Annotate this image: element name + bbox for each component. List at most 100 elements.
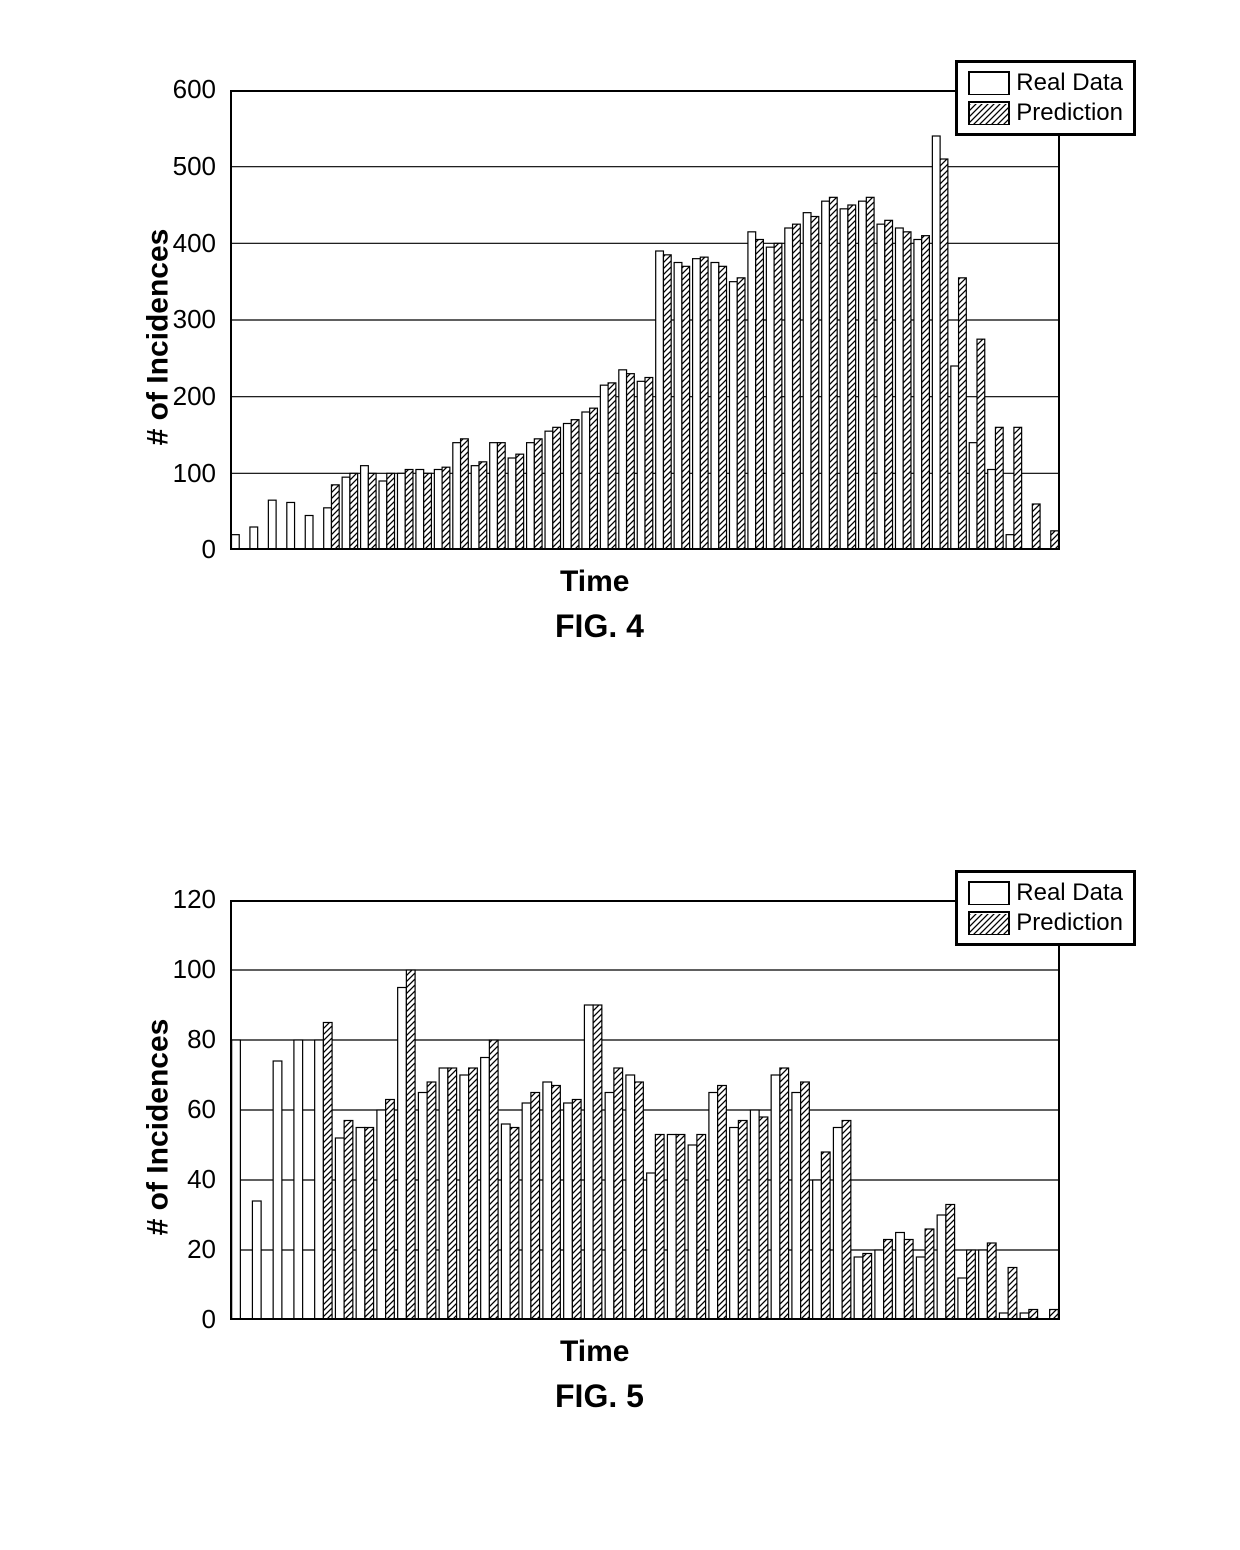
fig5-container: # of Incidences Time FIG. 5 Real Data (0, 870, 1240, 1470)
bar-prediction (1032, 504, 1040, 550)
bar-prediction (350, 473, 358, 550)
bar-real (637, 381, 645, 550)
bar-prediction (448, 1068, 457, 1320)
bar-real (398, 988, 407, 1321)
bar-real (522, 1103, 531, 1320)
bar-real (771, 1075, 780, 1320)
ytick-label: 100 (146, 954, 216, 985)
bar-real (674, 263, 682, 551)
bar-real (342, 477, 350, 550)
bar-real (490, 443, 498, 550)
bar-prediction (718, 1086, 727, 1321)
bar-real (656, 251, 664, 550)
bar-prediction (510, 1128, 519, 1321)
bar-prediction (719, 266, 727, 550)
legend-label: Real Data (1016, 69, 1123, 97)
bar-real (937, 1215, 946, 1320)
legend-label: Prediction (1016, 99, 1123, 127)
bar-prediction (848, 205, 856, 550)
legend-item: Real Data (968, 879, 1123, 907)
bar-real (877, 224, 885, 550)
bar-real (896, 1233, 905, 1321)
fig4-container: # of Incidences Time FIG. 4 Real Data (0, 60, 1240, 700)
bar-prediction (682, 266, 690, 550)
chart-svg (230, 90, 1060, 550)
bar-prediction (863, 1254, 872, 1321)
bar-real (252, 1201, 261, 1320)
bar-real (250, 527, 258, 550)
bar-real (501, 1124, 510, 1320)
bar-prediction (645, 378, 653, 551)
bar-prediction (552, 1086, 561, 1321)
bar-real (958, 1278, 967, 1320)
legend-item: Prediction (968, 909, 1123, 937)
bar-prediction (697, 1135, 706, 1321)
fig4-x-axis-label: Time (560, 565, 629, 599)
ytick-label: 40 (146, 1164, 216, 1195)
bar-real (600, 385, 608, 550)
bar-prediction (461, 439, 469, 550)
bar-real (508, 458, 516, 550)
bar-prediction (323, 1023, 332, 1321)
bar-real (1006, 535, 1014, 550)
ytick-label: 400 (146, 228, 216, 259)
bar-prediction (405, 470, 413, 551)
legend-swatch (968, 101, 1010, 125)
bar-real (729, 282, 737, 550)
bar-prediction (572, 1100, 581, 1321)
bar-real (231, 535, 239, 550)
bar-real (356, 1128, 365, 1321)
bar-prediction (386, 1100, 395, 1321)
bar-real (439, 1068, 448, 1320)
bar-prediction (967, 1250, 976, 1320)
bar-prediction (534, 439, 542, 550)
bar-real (785, 228, 793, 550)
bar-real (543, 1082, 552, 1320)
ytick-label: 20 (146, 1234, 216, 1265)
bar-prediction (885, 220, 893, 550)
bar-prediction (977, 339, 985, 550)
bar-prediction (987, 1243, 996, 1320)
bar-real (813, 1180, 822, 1320)
bar-prediction (811, 217, 819, 551)
bar-prediction (780, 1068, 789, 1320)
bar-real (273, 1061, 282, 1320)
bar-real (730, 1128, 739, 1321)
bar-real (854, 1257, 863, 1320)
bar-real (833, 1128, 842, 1321)
bar-real (294, 1040, 303, 1320)
bar-real (564, 1103, 573, 1320)
bar-prediction (387, 473, 395, 550)
bar-real (916, 1257, 925, 1320)
bar-prediction (442, 467, 450, 550)
bar-prediction (553, 427, 561, 550)
bar-prediction (489, 1040, 498, 1320)
bar-prediction (365, 1128, 374, 1321)
bar-real (481, 1058, 490, 1321)
fig5-x-axis-label: Time (560, 1335, 629, 1369)
bar-prediction (903, 232, 911, 550)
bar-prediction (922, 236, 930, 550)
legend-item: Real Data (968, 69, 1123, 97)
bar-prediction (759, 1117, 768, 1320)
bar-real (460, 1075, 469, 1320)
bar-real (527, 443, 535, 550)
legend-swatch (968, 71, 1010, 95)
fig5-plot-area (230, 900, 1060, 1320)
bar-prediction (627, 374, 635, 550)
ytick-label: 300 (146, 304, 216, 335)
ytick-label: 0 (146, 534, 216, 565)
ytick-label: 500 (146, 151, 216, 182)
ytick-label: 60 (146, 1094, 216, 1125)
bar-prediction (801, 1082, 810, 1320)
bar-real (803, 213, 811, 550)
bar-real (471, 466, 479, 550)
bar-real (840, 209, 848, 550)
bar-prediction (608, 383, 616, 550)
bar-prediction (1051, 531, 1059, 550)
bar-prediction (829, 197, 837, 550)
bar-real (268, 500, 276, 550)
bar-real (418, 1093, 427, 1321)
bar-real (377, 1110, 386, 1320)
bar-real (626, 1075, 635, 1320)
